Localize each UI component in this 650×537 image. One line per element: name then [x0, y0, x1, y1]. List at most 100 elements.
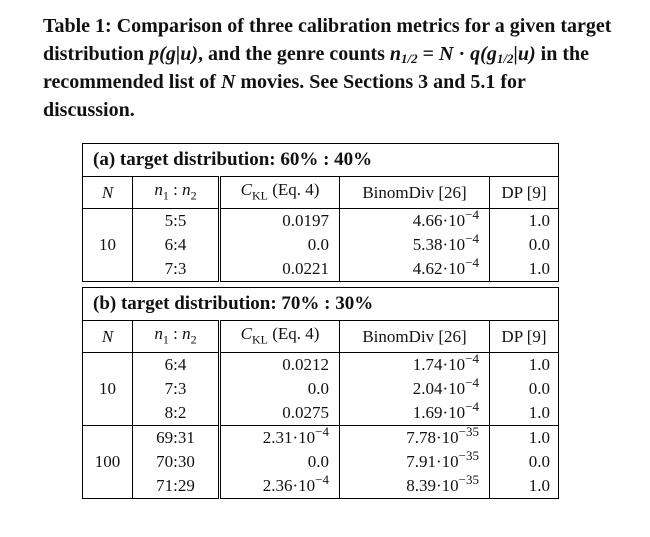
binomdiv-cell-mantissa: 4.66·10	[412, 211, 466, 231]
binomdiv-cell-exponent: −4	[465, 351, 479, 367]
binomdiv-cell-mantissa: 8.39·10	[406, 476, 459, 496]
binomdiv-cell: 5.38·10−4	[339, 231, 490, 258]
binomdiv-cell-mantissa: 7.91·10	[406, 452, 459, 472]
header-binomdiv: BinomDiv [26]	[339, 319, 490, 354]
header-n-label: N	[101, 326, 114, 346]
binomdiv-cell: 1.74·10−4	[339, 351, 490, 378]
header-dp: DP [9]	[489, 175, 559, 210]
ratio-cell: 8:2	[132, 401, 221, 427]
table-caption: Table 1: Comparison of three calibration…	[43, 15, 612, 121]
binomdiv-cell: 8.39·10−35	[339, 472, 490, 500]
table-row: 70:30 0.0 7.91·10−35 0.0	[83, 448, 560, 475]
binomdiv-cell-exponent: −4	[465, 399, 479, 415]
subtable-title-row: (a) target distribution: 60% : 40%	[82, 143, 559, 177]
dp-cell: 0.0	[489, 377, 560, 402]
ckl-cell: 0.0212	[219, 352, 340, 378]
table-row: 6:4 0.0 5.38·10−4 0.0	[83, 231, 559, 258]
binomdiv-cell: 4.66·10−4	[339, 207, 490, 234]
ckl-cell: 2.31·10−4	[219, 424, 340, 451]
ckl-cell-mantissa: 0.0	[307, 452, 329, 472]
dp-cell: 1.0	[489, 474, 560, 500]
n-value-cell: 10	[82, 352, 133, 427]
ckl-cell-mantissa: 0.0	[307, 379, 329, 399]
binomdiv-cell-mantissa: 5.38·10	[412, 235, 466, 255]
subtable-title: (a) target distribution: 60% : 40%	[82, 143, 559, 177]
binomdiv-cell: 4.62·10−4	[339, 255, 490, 283]
header-n: N	[82, 175, 133, 210]
ckl-cell-mantissa: 0.0212	[282, 355, 329, 375]
header-ckl-ref: (Eq. 4)	[272, 180, 320, 199]
binomdiv-cell: 2.04·10−4	[339, 375, 490, 402]
header-n1-main: n	[154, 324, 163, 343]
subtable-title-row: (b) target distribution: 70% : 30%	[81, 287, 560, 321]
subtable-title: (b) target distribution: 70% : 30%	[81, 287, 560, 321]
header-ckl-ref: (Eq. 4)	[272, 324, 320, 343]
binomdiv-cell-exponent: −4	[465, 207, 479, 223]
binomdiv-cell-exponent: −35	[458, 472, 479, 488]
ratio-cell: 7:3	[132, 257, 221, 283]
header-colon: :	[168, 180, 183, 199]
binomdiv-cell-mantissa: 1.69·10	[412, 403, 466, 423]
binomdiv-cell-mantissa: 1.74·10	[412, 355, 466, 375]
binomdiv-cell-exponent: −4	[465, 231, 479, 247]
table-row: 10 5:5 0.0197 4.66·10−4 1.0	[82, 207, 559, 283]
binomdiv-cell-mantissa: 2.04·10	[412, 379, 466, 399]
header-ckl-main: C	[240, 324, 252, 343]
ratio-cell: 6:4	[132, 352, 221, 378]
dp-cell: 1.0	[489, 208, 559, 234]
ckl-cell: 0.0	[219, 377, 340, 402]
header-n1-sub: 1	[162, 188, 169, 203]
ckl-cell: 0.0221	[219, 257, 340, 283]
binomdiv-cell-exponent: −4	[465, 375, 479, 391]
binomdiv-cell-exponent: −35	[458, 424, 479, 440]
header-n1-n2: n1 : n2	[132, 319, 221, 354]
header-n1-sub: 1	[162, 332, 169, 347]
binomdiv-cell-mantissa: 7.78·10	[406, 428, 459, 448]
header-n2-sub: 2	[190, 188, 197, 203]
ratio-cell: 5:5	[132, 208, 221, 234]
ratio-cell: 7:3	[132, 377, 221, 402]
ckl-cell-mantissa: 0.0275	[282, 403, 329, 423]
header-n2-main: n	[182, 180, 191, 199]
binomdiv-cell: 7.78·10−35	[339, 424, 490, 451]
ratio-cell: 6:4	[132, 233, 221, 258]
ckl-cell-mantissa: 0.0197	[282, 211, 329, 231]
binomdiv-cell-exponent: −4	[465, 255, 479, 271]
binomdiv-cell: 1.69·10−4	[339, 399, 490, 427]
ratio-cell: 70:30	[132, 450, 221, 475]
header-n1-n2: n1 : n2	[132, 175, 221, 210]
ratio-cell: 69:31	[132, 425, 221, 451]
table-row: 7:3 0.0221 4.62·10−4 1.0	[83, 255, 559, 283]
binomdiv-cell: 7.91·10−35	[339, 448, 490, 475]
table-row: 71:29 2.36·10−4 8.39·10−35 1.0	[83, 472, 560, 500]
dp-cell: 1.0	[489, 352, 560, 378]
table-row: 10 6:4 0.0212 1.74·10−4 1.0	[82, 351, 560, 427]
ckl-cell-exponent: −4	[315, 424, 329, 440]
header-n2-main: n	[182, 324, 191, 343]
n-value-cell: 100	[82, 425, 133, 500]
header-n1-main: n	[154, 180, 163, 199]
ckl-cell: 0.0275	[219, 401, 340, 427]
header-colon: :	[168, 324, 183, 343]
binomdiv-cell-mantissa: 4.62·10	[412, 259, 466, 279]
ckl-cell: 0.0197	[219, 208, 340, 234]
table-row: 7:3 0.0 2.04·10−4 0.0	[83, 375, 560, 402]
ckl-cell-mantissa: 0.0221	[282, 259, 329, 279]
dp-cell: 0.0	[489, 233, 559, 258]
header-ckl-sub: KL	[251, 188, 268, 203]
ratio-cell: 71:29	[132, 474, 221, 500]
binomdiv-cell-exponent: −35	[458, 448, 479, 464]
ckl-cell: 0.0	[219, 233, 340, 258]
dp-cell: 1.0	[489, 257, 559, 283]
n-value-cell: 10	[82, 208, 133, 283]
header-ckl-main: C	[240, 180, 252, 199]
ckl-cell-mantissa: 2.31·10	[262, 428, 316, 448]
header-n2-sub: 2	[190, 332, 197, 347]
header-n-label: N	[101, 182, 114, 202]
ckl-cell: 2.36·10−4	[219, 473, 340, 500]
header-n: N	[82, 319, 133, 354]
